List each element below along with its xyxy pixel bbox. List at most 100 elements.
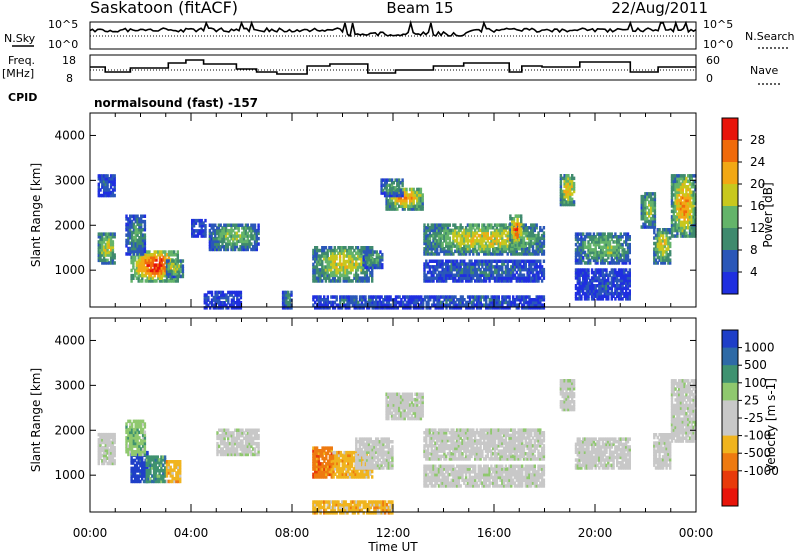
power-cell bbox=[239, 290, 243, 295]
velocity-cell bbox=[156, 477, 159, 481]
power-cell bbox=[321, 254, 324, 258]
power-cell bbox=[587, 291, 590, 296]
power-cell bbox=[219, 306, 223, 310]
power-cell bbox=[338, 276, 342, 280]
power-cell bbox=[506, 226, 509, 230]
power-cell bbox=[592, 258, 596, 263]
power-cell bbox=[111, 191, 115, 195]
power-cell bbox=[421, 303, 425, 307]
velocity-cell bbox=[149, 458, 152, 462]
power-cell bbox=[519, 279, 522, 283]
power-cell bbox=[679, 198, 683, 203]
power-cell bbox=[605, 253, 608, 257]
power-cell bbox=[134, 230, 137, 235]
power-cell bbox=[228, 293, 232, 297]
power-cell bbox=[535, 279, 538, 283]
power-cell bbox=[253, 231, 257, 236]
power-cell bbox=[392, 186, 395, 190]
power-cell bbox=[526, 249, 529, 254]
power-cell bbox=[405, 193, 408, 197]
power-cell bbox=[149, 255, 153, 260]
power-cell bbox=[607, 281, 610, 285]
power-cell bbox=[377, 265, 380, 270]
power-cell bbox=[146, 260, 149, 265]
power-cell bbox=[219, 231, 222, 236]
power-cell bbox=[510, 303, 513, 307]
power-cell bbox=[445, 239, 448, 243]
power-cell bbox=[351, 262, 354, 267]
power-cell bbox=[342, 268, 345, 272]
power-cell bbox=[605, 273, 608, 277]
power-cell bbox=[674, 206, 677, 211]
power-cell bbox=[326, 262, 329, 267]
velocity-cell bbox=[162, 455, 165, 459]
power-cell bbox=[99, 235, 102, 239]
power-cell bbox=[394, 198, 397, 203]
power-cell bbox=[663, 239, 667, 243]
power-cell bbox=[428, 226, 432, 230]
power-cell bbox=[317, 295, 320, 299]
power-cell bbox=[315, 276, 319, 280]
power-cell bbox=[608, 248, 612, 252]
power-cell bbox=[233, 226, 237, 230]
velocity-cell bbox=[175, 471, 178, 475]
power-cell bbox=[102, 182, 106, 187]
power-cell bbox=[108, 232, 111, 236]
power-cell bbox=[490, 233, 493, 238]
power-cell bbox=[580, 294, 583, 298]
power-cell bbox=[232, 236, 235, 241]
power-cell bbox=[445, 273, 448, 277]
power-cell bbox=[475, 249, 479, 254]
power-cell bbox=[360, 268, 363, 272]
power-cell bbox=[143, 214, 147, 218]
velocity-cell bbox=[108, 461, 111, 466]
power-cell bbox=[464, 239, 468, 243]
power-cell bbox=[535, 276, 538, 280]
power-cell bbox=[364, 303, 367, 307]
power-cell bbox=[648, 222, 651, 226]
power-cell bbox=[443, 223, 446, 227]
power-cell bbox=[234, 306, 237, 310]
power-cell bbox=[508, 279, 511, 283]
power-cell bbox=[132, 228, 136, 232]
power-cell bbox=[212, 298, 215, 302]
power-cell bbox=[315, 262, 319, 267]
power-cell bbox=[218, 306, 221, 310]
power-cell bbox=[461, 241, 464, 246]
power-cell bbox=[157, 271, 160, 275]
power-cell bbox=[502, 239, 506, 243]
power-cell bbox=[141, 246, 145, 251]
power-cell bbox=[430, 249, 433, 254]
power-cell bbox=[285, 298, 288, 302]
power-cell bbox=[235, 226, 239, 230]
power-cell bbox=[495, 233, 499, 238]
power-cell bbox=[651, 222, 655, 226]
power-cell bbox=[219, 303, 223, 307]
power-cell bbox=[344, 306, 347, 310]
power-cell bbox=[616, 276, 619, 280]
power-cell bbox=[488, 279, 491, 283]
power-cell bbox=[452, 262, 455, 266]
power-cell bbox=[330, 254, 333, 258]
power-cell bbox=[540, 306, 544, 310]
power-cell bbox=[607, 242, 610, 247]
power-cell bbox=[204, 224, 207, 228]
power-cell bbox=[367, 300, 371, 305]
power-cell bbox=[390, 188, 394, 193]
power-cell bbox=[232, 239, 235, 244]
power-cell bbox=[139, 273, 142, 278]
power-cell bbox=[397, 186, 401, 190]
power-cell bbox=[378, 303, 381, 307]
power-cell bbox=[477, 303, 481, 307]
power-cell bbox=[486, 265, 489, 269]
power-cell bbox=[446, 231, 450, 235]
power-cell bbox=[108, 193, 111, 198]
power-cell bbox=[317, 303, 320, 307]
velocity-cell bbox=[104, 443, 107, 447]
power-cell bbox=[219, 247, 222, 252]
power-cell bbox=[113, 188, 116, 192]
power-cell bbox=[364, 265, 367, 270]
velocity-cell bbox=[130, 461, 133, 465]
power-cell bbox=[508, 300, 511, 305]
